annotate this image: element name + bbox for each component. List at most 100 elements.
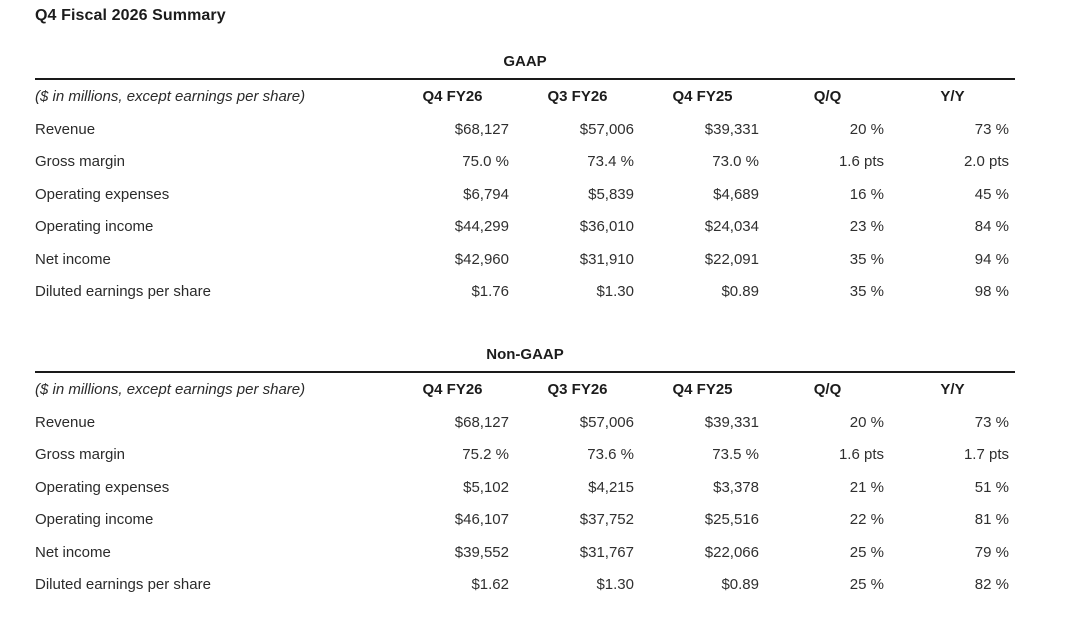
row-label: Gross margin — [35, 153, 126, 171]
cell-value: $25,516 — [704, 511, 759, 529]
table-row-diluted-eps: Diluted earnings per share $1.76 $1.30 $… — [35, 276, 1015, 309]
cell-value: 35 % — [849, 283, 884, 301]
cell-value: $6,794 — [463, 185, 509, 203]
cell-value: 20 % — [849, 413, 884, 431]
column-header-q3-fy26: Q3 FY26 — [515, 371, 640, 406]
cell-value: 25 % — [849, 543, 884, 561]
cell-value: 73.6 % — [587, 446, 634, 464]
row-label: Diluted earnings per share — [35, 283, 211, 301]
cell-value: 98 % — [974, 283, 1009, 301]
column-header-q4-fy25: Q4 FY25 — [640, 78, 765, 113]
cell-value: 73.0 % — [712, 153, 759, 171]
cell-value: 73 % — [974, 120, 1009, 138]
non-gaap-section: Non-GAAP ($ in millions, except earnings… — [0, 346, 1080, 601]
cell-value: 22 % — [849, 511, 884, 529]
table-row-operating-income: Operating income $44,299 $36,010 $24,034… — [35, 211, 1015, 244]
table-row-diluted-eps: Diluted earnings per share $1.62 $1.30 $… — [35, 569, 1015, 602]
row-label: Gross margin — [35, 446, 126, 464]
row-label: Revenue — [35, 413, 96, 431]
cell-value: $39,331 — [704, 413, 759, 431]
report-title: Q4 Fiscal 2026 Summary — [35, 7, 226, 24]
cell-value: $31,767 — [579, 543, 634, 561]
cell-value: 84 % — [974, 218, 1009, 236]
cell-value: $68,127 — [454, 413, 509, 431]
cell-value: 51 % — [974, 478, 1009, 496]
cell-value: 1.6 pts — [838, 153, 884, 171]
cell-value: 21 % — [849, 478, 884, 496]
column-header-q4-fy26: Q4 FY26 — [390, 78, 515, 113]
cell-value: $5,102 — [463, 478, 509, 496]
cell-value: 81 % — [974, 511, 1009, 529]
units-note: ($ in millions, except earnings per shar… — [35, 78, 390, 113]
column-header-q3-fy26: Q3 FY26 — [515, 78, 640, 113]
non-gaap-section-title: Non-GAAP — [486, 346, 564, 363]
cell-value: 2.0 pts — [963, 153, 1009, 171]
table-row-operating-income: Operating income $46,107 $37,752 $25,516… — [35, 504, 1015, 537]
table-row-net-income: Net income $39,552 $31,767 $22,066 25 % … — [35, 536, 1015, 569]
cell-value: $37,752 — [579, 511, 634, 529]
cell-value: 1.7 pts — [963, 446, 1009, 464]
row-label: Net income — [35, 250, 111, 268]
row-label: Operating expenses — [35, 185, 170, 203]
cell-value: $5,839 — [588, 185, 634, 203]
cell-value: 25 % — [849, 576, 884, 594]
column-header-q4-fy26: Q4 FY26 — [390, 371, 515, 406]
cell-value: 82 % — [974, 576, 1009, 594]
cell-value: $31,910 — [579, 250, 634, 268]
row-label: Operating expenses — [35, 478, 170, 496]
cell-value: $0.89 — [721, 576, 759, 594]
row-label: Net income — [35, 543, 111, 561]
column-header-qq: Q/Q — [765, 371, 890, 406]
cell-value: 75.0 % — [462, 153, 509, 171]
gaap-section: GAAP ($ in millions, except earnings per… — [0, 53, 1080, 308]
cell-value: 35 % — [849, 250, 884, 268]
cell-value: $3,378 — [713, 478, 759, 496]
cell-value: 73.4 % — [587, 153, 634, 171]
cell-value: $46,107 — [454, 511, 509, 529]
row-label: Diluted earnings per share — [35, 576, 211, 594]
cell-value: $22,091 — [704, 250, 759, 268]
cell-value: $36,010 — [579, 218, 634, 236]
cell-value: 23 % — [849, 218, 884, 236]
cell-value: $1.30 — [596, 576, 634, 594]
non-gaap-header-row: ($ in millions, except earnings per shar… — [35, 371, 1015, 406]
table-row-operating-expenses: Operating expenses $5,102 $4,215 $3,378 … — [35, 471, 1015, 504]
non-gaap-table: ($ in millions, except earnings per shar… — [35, 371, 1015, 601]
row-label: Revenue — [35, 120, 96, 138]
cell-value: $68,127 — [454, 120, 509, 138]
cell-value: 16 % — [849, 185, 884, 203]
units-note: ($ in millions, except earnings per shar… — [35, 371, 390, 406]
column-header-yy: Y/Y — [890, 371, 1015, 406]
cell-value: $1.76 — [471, 283, 509, 301]
cell-value: 1.6 pts — [838, 446, 884, 464]
column-header-qq: Q/Q — [765, 78, 890, 113]
table-row-revenue: Revenue $68,127 $57,006 $39,331 20 % 73 … — [35, 113, 1015, 146]
cell-value: 75.2 % — [462, 446, 509, 464]
gaap-section-title: GAAP — [503, 53, 547, 70]
cell-value: 73 % — [974, 413, 1009, 431]
cell-value: $57,006 — [579, 120, 634, 138]
cell-value: $44,299 — [454, 218, 509, 236]
cell-value: 79 % — [974, 543, 1009, 561]
cell-value: $1.30 — [596, 283, 634, 301]
table-row-gross-margin: Gross margin 75.0 % 73.4 % 73.0 % 1.6 pt… — [35, 146, 1015, 179]
row-label: Operating income — [35, 218, 154, 236]
cell-value: 20 % — [849, 120, 884, 138]
table-row-gross-margin: Gross margin 75.2 % 73.6 % 73.5 % 1.6 pt… — [35, 439, 1015, 472]
table-row-revenue: Revenue $68,127 $57,006 $39,331 20 % 73 … — [35, 406, 1015, 439]
cell-value: $0.89 — [721, 283, 759, 301]
cell-value: $1.62 — [471, 576, 509, 594]
cell-value: 94 % — [974, 250, 1009, 268]
column-header-yy: Y/Y — [890, 78, 1015, 113]
row-label: Operating income — [35, 511, 154, 529]
table-row-net-income: Net income $42,960 $31,910 $22,091 35 % … — [35, 243, 1015, 276]
cell-value: $57,006 — [579, 413, 634, 431]
cell-value: 73.5 % — [712, 446, 759, 464]
cell-value: $4,689 — [713, 185, 759, 203]
cell-value: $4,215 — [588, 478, 634, 496]
gaap-header-row: ($ in millions, except earnings per shar… — [35, 78, 1015, 113]
cell-value: $22,066 — [704, 543, 759, 561]
table-row-operating-expenses: Operating expenses $6,794 $5,839 $4,689 … — [35, 178, 1015, 211]
cell-value: 45 % — [974, 185, 1009, 203]
column-header-q4-fy25: Q4 FY25 — [640, 371, 765, 406]
